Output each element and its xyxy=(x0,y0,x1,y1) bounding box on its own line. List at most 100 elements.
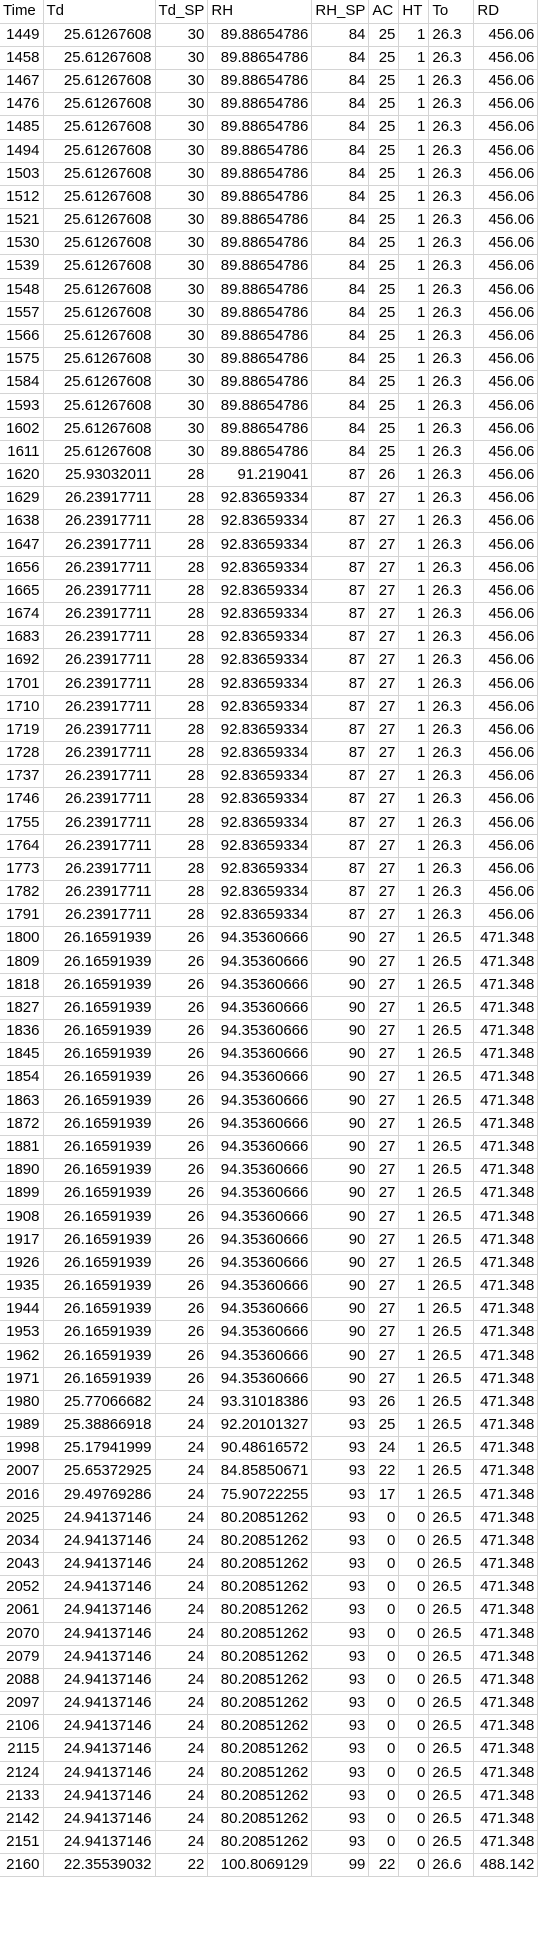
cell-rd[interactable]: 456.06 xyxy=(473,486,539,511)
cell-rh-sp[interactable]: 90 xyxy=(311,1320,370,1345)
cell-td-sp[interactable]: 26 xyxy=(155,950,209,974)
cell-td-sp[interactable]: 24 xyxy=(155,1622,209,1646)
cell-time[interactable]: 1962 xyxy=(0,1343,44,1368)
cell-to[interactable]: 26.5 xyxy=(428,1483,475,1507)
cell-rh-sp[interactable]: 87 xyxy=(311,787,370,812)
cell-rh-sp[interactable]: 90 xyxy=(311,1042,370,1067)
cell-to[interactable]: 26.3 xyxy=(428,46,475,71)
cell-ht[interactable]: 1 xyxy=(398,370,430,395)
cell-ht[interactable]: 1 xyxy=(398,23,430,47)
cell-rd[interactable]: 456.06 xyxy=(473,139,539,163)
cell-rh[interactable]: 89.88654786 xyxy=(207,254,313,279)
cell-time[interactable]: 1611 xyxy=(0,440,44,464)
cell-td[interactable]: 25.61267608 xyxy=(43,370,156,395)
cell-rh-sp[interactable]: 93 xyxy=(311,1598,370,1623)
cell-to[interactable]: 26.3 xyxy=(428,278,475,302)
cell-td[interactable]: 26.23917711 xyxy=(43,811,156,835)
cell-rh[interactable]: 89.88654786 xyxy=(207,208,313,233)
cell-ht[interactable]: 1 xyxy=(398,1297,430,1322)
cell-ac[interactable]: 25 xyxy=(368,69,400,94)
cell-td[interactable]: 24.94137146 xyxy=(43,1598,156,1623)
cell-rh[interactable]: 89.88654786 xyxy=(207,69,313,94)
cell-ac[interactable]: 27 xyxy=(368,1228,400,1252)
cell-td[interactable]: 25.61267608 xyxy=(43,347,156,372)
cell-td-sp[interactable]: 26 xyxy=(155,926,209,951)
cell-rh[interactable]: 92.83659334 xyxy=(207,811,313,835)
cell-time[interactable]: 2142 xyxy=(0,1807,44,1832)
cell-ac[interactable]: 25 xyxy=(368,185,400,210)
cell-rd[interactable]: 456.06 xyxy=(473,532,539,557)
cell-rh-sp[interactable]: 84 xyxy=(311,92,370,117)
cell-rh-sp[interactable]: 84 xyxy=(311,278,370,302)
cell-td[interactable]: 26.23917711 xyxy=(43,741,156,766)
cell-rh-sp[interactable]: 93 xyxy=(311,1784,370,1808)
cell-time[interactable]: 1989 xyxy=(0,1413,44,1438)
cell-to[interactable]: 26.3 xyxy=(428,139,475,163)
cell-time[interactable]: 1584 xyxy=(0,370,44,395)
cell-to[interactable]: 26.3 xyxy=(428,370,475,395)
cell-td-sp[interactable]: 30 xyxy=(155,393,209,418)
cell-time[interactable]: 1593 xyxy=(0,393,44,418)
cell-rh-sp[interactable]: 87 xyxy=(311,695,370,719)
cell-td[interactable]: 25.61267608 xyxy=(43,417,156,441)
cell-time[interactable]: 1773 xyxy=(0,857,44,882)
cell-ac[interactable]: 27 xyxy=(368,556,400,580)
cell-rh-sp[interactable]: 90 xyxy=(311,973,370,997)
cell-ac[interactable]: 27 xyxy=(368,880,400,905)
cell-ht[interactable]: 1 xyxy=(398,718,430,743)
cell-rh-sp[interactable]: 84 xyxy=(311,417,370,441)
cell-td[interactable]: 25.61267608 xyxy=(43,393,156,418)
cell-rd[interactable]: 456.06 xyxy=(473,440,539,464)
cell-time[interactable]: 1548 xyxy=(0,278,44,302)
cell-to[interactable]: 26.5 xyxy=(428,1575,475,1600)
cell-to[interactable]: 26.3 xyxy=(428,347,475,372)
cell-td[interactable]: 26.16591939 xyxy=(43,1297,156,1322)
cell-rd[interactable]: 471.348 xyxy=(473,1413,539,1438)
cell-time[interactable]: 1476 xyxy=(0,92,44,117)
cell-ht[interactable]: 1 xyxy=(398,903,430,928)
cell-td[interactable]: 26.16591939 xyxy=(43,1042,156,1067)
cell-td[interactable]: 26.16591939 xyxy=(43,1181,156,1206)
cell-td-sp[interactable]: 22 xyxy=(155,1853,209,1878)
cell-to[interactable]: 26.5 xyxy=(428,1274,475,1299)
cell-to[interactable]: 26.5 xyxy=(428,1343,475,1368)
cell-rh-sp[interactable]: 99 xyxy=(311,1853,370,1878)
cell-time[interactable]: 1755 xyxy=(0,811,44,835)
cell-td-sp[interactable]: 24 xyxy=(155,1598,209,1623)
cell-rh-sp[interactable]: 87 xyxy=(311,857,370,882)
cell-rh-sp[interactable]: 84 xyxy=(311,162,370,186)
cell-rd[interactable]: 456.06 xyxy=(473,903,539,928)
cell-to[interactable]: 26.3 xyxy=(428,324,475,349)
cell-rh[interactable]: 92.20101327 xyxy=(207,1413,313,1438)
cell-rh[interactable]: 94.35360666 xyxy=(207,996,313,1021)
cell-ac[interactable]: 25 xyxy=(368,393,400,418)
cell-ht[interactable]: 0 xyxy=(398,1761,430,1785)
cell-td[interactable]: 26.23917711 xyxy=(43,602,156,627)
cell-rd[interactable]: 471.348 xyxy=(473,1459,539,1484)
header-ac[interactable]: AC xyxy=(368,0,400,24)
cell-rh-sp[interactable]: 90 xyxy=(311,1251,370,1275)
cell-td[interactable]: 26.16591939 xyxy=(43,1343,156,1368)
cell-ht[interactable]: 1 xyxy=(398,973,430,997)
cell-rd[interactable]: 471.348 xyxy=(473,1112,539,1136)
cell-time[interactable]: 1638 xyxy=(0,509,44,534)
cell-rh-sp[interactable]: 87 xyxy=(311,602,370,627)
cell-time[interactable]: 2034 xyxy=(0,1529,44,1554)
cell-ht[interactable]: 1 xyxy=(398,834,430,858)
cell-td-sp[interactable]: 24 xyxy=(155,1807,209,1832)
cell-rh-sp[interactable]: 87 xyxy=(311,625,370,650)
cell-to[interactable]: 26.3 xyxy=(428,532,475,557)
cell-td[interactable]: 25.38866918 xyxy=(43,1413,156,1438)
cell-to[interactable]: 26.3 xyxy=(428,556,475,580)
cell-rd[interactable]: 456.06 xyxy=(473,671,539,696)
cell-ht[interactable]: 1 xyxy=(398,1343,430,1368)
cell-ht[interactable]: 1 xyxy=(398,741,430,766)
cell-rh[interactable]: 80.20851262 xyxy=(207,1830,313,1855)
cell-to[interactable]: 26.6 xyxy=(428,1853,475,1878)
cell-td[interactable]: 25.61267608 xyxy=(43,115,156,140)
cell-to[interactable]: 26.3 xyxy=(428,811,475,835)
cell-td-sp[interactable]: 30 xyxy=(155,324,209,349)
cell-td-sp[interactable]: 28 xyxy=(155,648,209,673)
cell-td-sp[interactable]: 30 xyxy=(155,92,209,117)
cell-time[interactable]: 1782 xyxy=(0,880,44,905)
